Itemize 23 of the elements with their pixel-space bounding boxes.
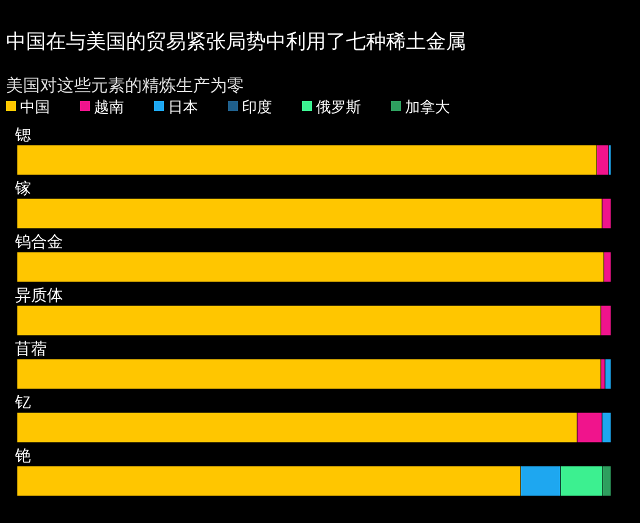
legend-label: 俄罗斯: [316, 98, 361, 116]
legend-item: 俄罗斯: [302, 98, 361, 116]
bar: [16, 358, 602, 390]
legend-item: 印度: [228, 98, 272, 116]
series-label: 中国: [20, 98, 50, 116]
legend-item: 中国: [6, 98, 50, 116]
y-tick-label: 钨合金: [14, 232, 63, 251]
legend-item: 日本: [154, 98, 198, 116]
y-tick-label: 铯: [14, 446, 31, 465]
chart-subtitle: 美国对这些元素的精炼生产为零: [6, 76, 244, 96]
y-tick-label: 镓: [14, 178, 31, 198]
legend-item: 越南: [80, 98, 124, 116]
y-tick-label: 异质体: [15, 286, 63, 304]
legend-label: 越南: [94, 98, 124, 116]
y-tick-label: 锶: [14, 125, 31, 144]
legend-label: 日本: [168, 98, 198, 116]
bar: [604, 358, 612, 390]
chart-title: 中国在与美国的贸易紧张局势中利用了七种稀土金属: [6, 29, 466, 53]
y-tick-label: 钇: [14, 392, 31, 412]
legend-label: 加拿大: [405, 98, 450, 116]
legend-item: 加拿大: [391, 98, 450, 116]
y-tick-label: 苜蓿: [15, 339, 47, 358]
legend-label: 印度: [242, 98, 272, 116]
